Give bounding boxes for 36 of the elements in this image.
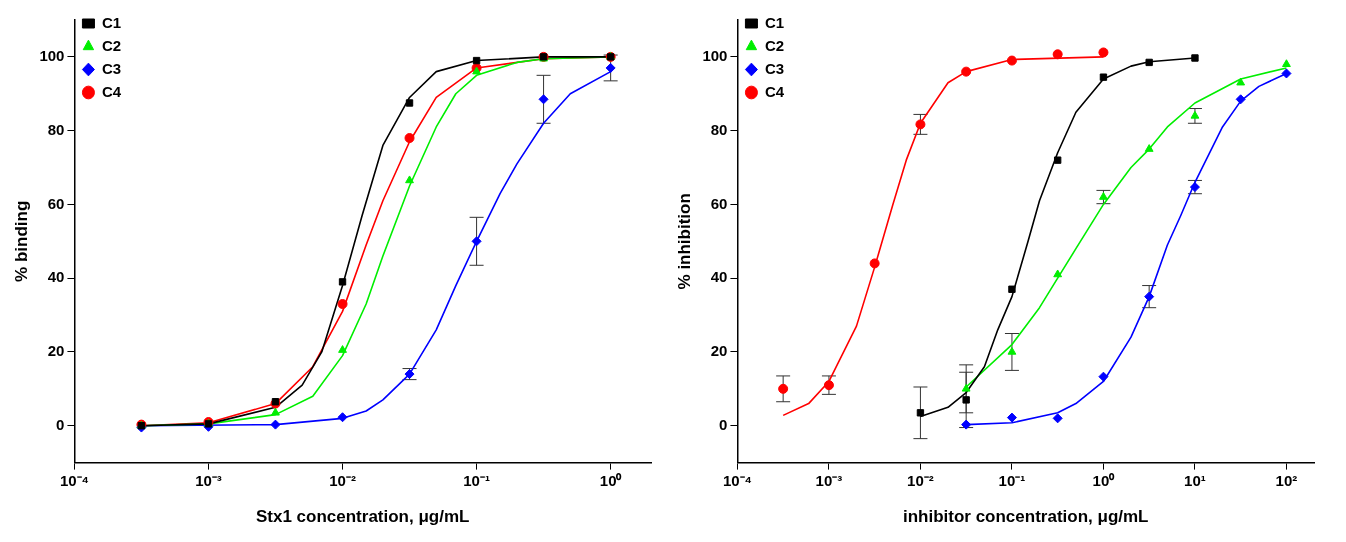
x-tick-label: 10⁻² [907,471,934,489]
legend-label: C2 [101,36,122,54]
y-tick-label: 80 [710,120,728,138]
y-tick-label: 60 [710,194,728,212]
x-tick-label: 10⁻⁴ [59,471,89,489]
x-tick-label: 10⁻³ [195,471,222,489]
x-tick-label: 10⁰ [599,471,623,489]
x-tick-label: 10⁻¹ [998,471,1026,489]
y-tick-label: 0 [719,415,728,433]
legend-label: C1 [101,13,122,31]
x-tick-label: 10⁻² [329,471,356,489]
x-tick-label: 10⁰ [1092,471,1116,489]
y-tick-label: 60 [47,194,65,212]
legend-label: C4 [764,82,785,100]
legend-label: C3 [764,59,785,77]
x-tick-label: 10¹ [1184,471,1206,489]
y-tick-label: 40 [47,268,65,286]
y-tick-label: 40 [710,268,728,286]
x-axis-title: inhibitor concentration, μg/mL [902,507,1149,527]
y-axis-title: % inhibition [674,193,694,290]
x-tick-label: 10² [1275,471,1298,489]
x-tick-label: 10⁻¹ [463,471,490,489]
y-tick-label: 20 [47,342,65,360]
x-tick-label: 10⁻³ [815,471,843,489]
x-tick-label: 10⁻⁴ [722,471,752,489]
y-tick-label: 80 [47,120,65,138]
y-tick-label: 20 [710,342,728,360]
legend-label: C1 [764,13,785,31]
y-axis-title: % binding [11,200,31,282]
legend-label: C2 [764,36,785,54]
y-tick-label: 100 [39,47,65,65]
x-axis-title: Stx1 concentration, μg/mL [255,507,470,527]
y-tick-label: 100 [702,47,728,65]
legend-label: C4 [101,82,122,100]
y-tick-label: 0 [56,415,65,433]
legend-label: C3 [101,59,122,77]
